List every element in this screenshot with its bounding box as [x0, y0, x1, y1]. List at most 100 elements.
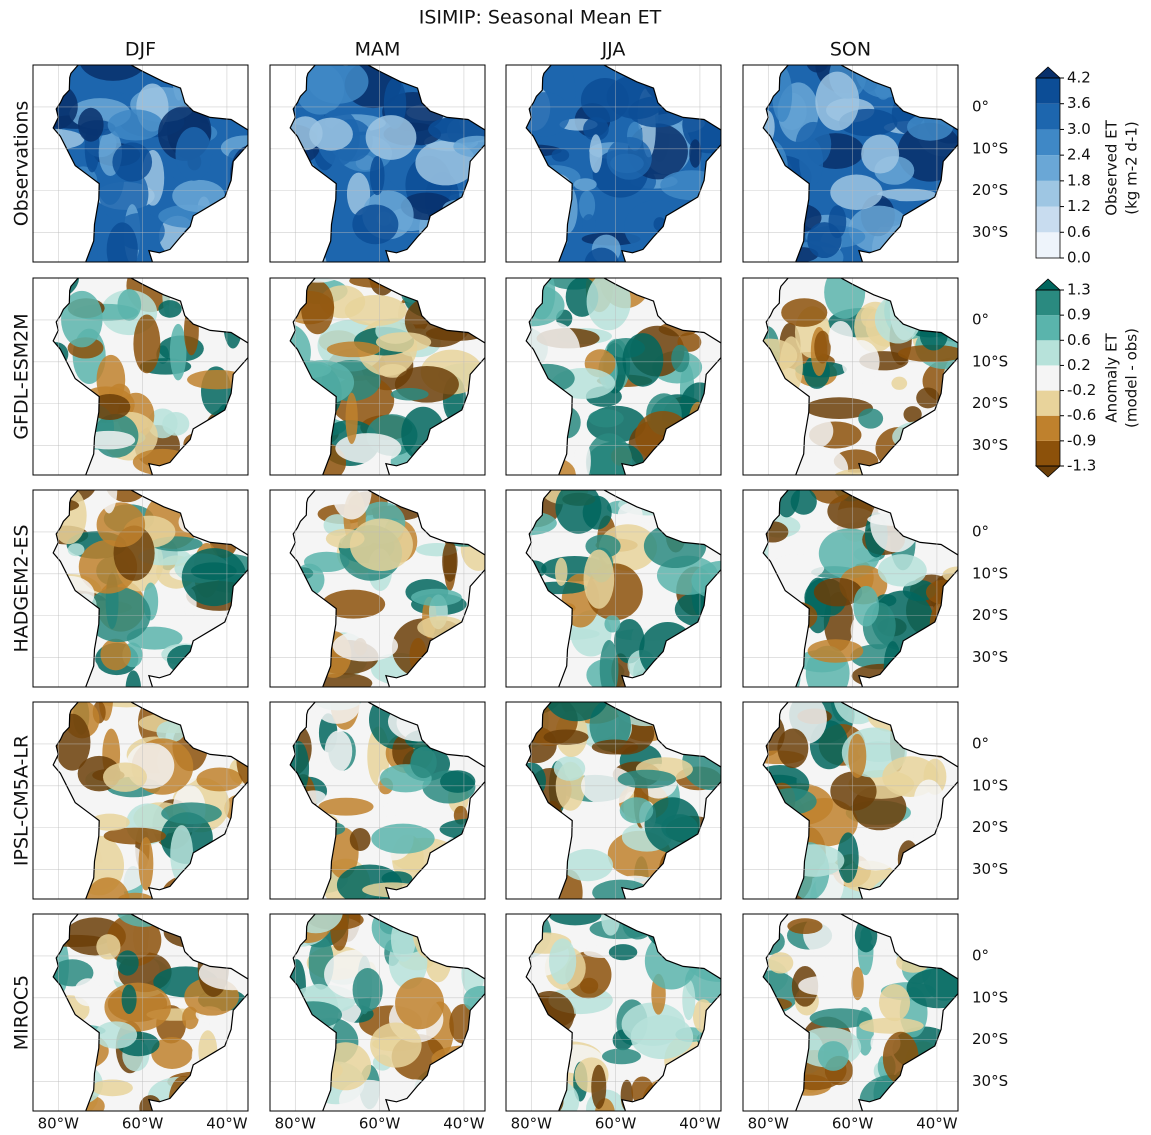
field-patch	[602, 1048, 641, 1064]
field-patch	[413, 276, 442, 303]
lat-tick-label: 0°	[972, 946, 989, 964]
field-patch	[453, 505, 484, 526]
field-patch	[282, 993, 304, 1050]
field-patch	[873, 487, 910, 500]
field-patch	[897, 251, 950, 282]
field-patch	[690, 52, 748, 109]
field-patch	[230, 145, 269, 203]
field-patch	[209, 87, 264, 120]
field-patch	[411, 589, 462, 606]
field-patch	[399, 264, 458, 284]
field-patch	[670, 56, 686, 77]
field-patch	[879, 984, 910, 1021]
field-patch	[305, 216, 320, 251]
field-patch	[707, 248, 721, 304]
field-patch	[371, 824, 434, 854]
field-patch	[190, 70, 205, 95]
field-patch	[322, 590, 385, 619]
field-patch	[36, 443, 70, 488]
field-patch	[170, 324, 187, 381]
field-patch	[542, 801, 563, 843]
map-panel	[498, 41, 748, 289]
map-panel	[743, 35, 982, 285]
map-content	[500, 248, 740, 495]
field-patch	[601, 902, 620, 936]
field-patch	[103, 762, 147, 791]
lat-tick-label: 30°S	[972, 436, 1008, 454]
colorbar-band	[1036, 290, 1060, 315]
field-patch	[388, 702, 450, 742]
colorbar-band	[1036, 315, 1060, 340]
lat-tick-label: 20°S	[972, 818, 1008, 836]
field-patch	[184, 306, 199, 356]
field-patch	[442, 228, 471, 270]
field-patch	[196, 462, 214, 483]
field-patch	[910, 81, 957, 98]
map-content	[264, 673, 506, 912]
colorbar-tick-label: 1.8	[1067, 171, 1091, 189]
field-patch	[112, 142, 152, 181]
field-patch	[508, 575, 548, 614]
colorbar-tick-label: 0.0	[1067, 249, 1091, 267]
field-patch	[950, 1049, 971, 1099]
lat-tick-label: 20°S	[972, 394, 1008, 412]
field-patch	[187, 370, 247, 389]
field-patch	[907, 968, 971, 1008]
field-patch	[211, 235, 250, 247]
field-patch	[133, 449, 192, 476]
field-patch	[914, 466, 977, 490]
field-patch	[891, 377, 907, 390]
field-patch	[170, 825, 193, 883]
field-patch	[419, 451, 465, 476]
field-patch	[77, 419, 96, 448]
field-patch	[769, 554, 824, 580]
field-patch	[520, 662, 541, 689]
field-patch	[682, 96, 734, 153]
field-patch	[366, 115, 417, 160]
field-patch	[687, 925, 747, 965]
map-panel	[743, 464, 975, 700]
row-label: HADGEM2-ES	[11, 524, 33, 652]
field-patch	[424, 932, 452, 982]
lon-tick-label: 60°W	[122, 1115, 164, 1133]
field-patch	[33, 257, 68, 273]
lon-tick-label: 40°W	[206, 1115, 248, 1133]
field-patch	[870, 900, 924, 919]
field-patch	[314, 688, 360, 724]
field-patch	[671, 345, 689, 373]
field-patch	[586, 433, 632, 491]
field-patch	[689, 524, 734, 546]
field-patch	[268, 657, 316, 701]
field-patch	[452, 878, 470, 892]
field-patch	[574, 178, 597, 190]
field-patch	[530, 418, 562, 445]
field-patch	[212, 725, 251, 756]
field-patch	[921, 500, 954, 530]
field-patch	[918, 719, 975, 758]
field-patch	[162, 412, 189, 436]
field-patch	[116, 950, 138, 975]
field-patch	[520, 92, 570, 137]
field-patch	[453, 478, 518, 512]
map-content	[263, 258, 512, 487]
field-patch	[158, 300, 181, 318]
land	[494, 666, 748, 917]
field-patch	[74, 1025, 94, 1062]
field-patch	[287, 959, 306, 1014]
map-content	[26, 677, 272, 925]
field-patch	[513, 1032, 570, 1088]
field-patch	[464, 250, 483, 281]
field-patch	[346, 393, 358, 444]
colorbar-band	[1036, 129, 1060, 155]
field-patch	[227, 819, 264, 848]
field-patch	[54, 714, 90, 771]
lon-tick-label: 60°W	[595, 1115, 637, 1133]
colorbar-band	[1036, 365, 1060, 390]
field-patch	[231, 900, 267, 956]
field-patch	[440, 770, 475, 793]
map-panel	[500, 248, 740, 495]
field-patch	[435, 868, 497, 908]
field-patch	[620, 797, 654, 823]
field-patch	[133, 314, 160, 373]
field-patch	[445, 79, 475, 113]
